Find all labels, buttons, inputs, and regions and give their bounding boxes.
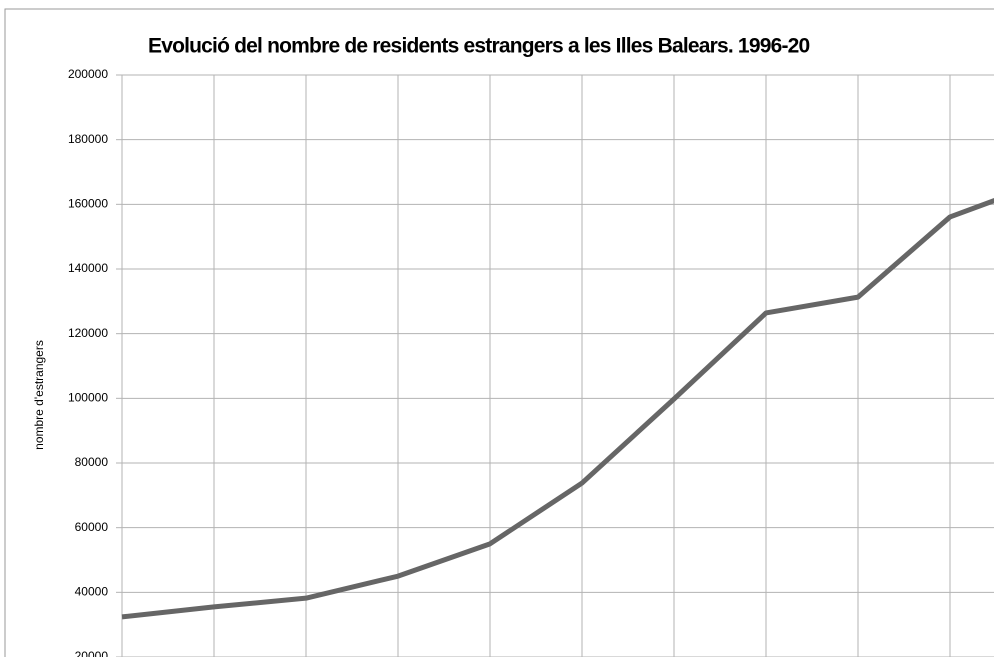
y-tick-label: 180000	[68, 132, 108, 146]
y-tick-label: 200000	[68, 67, 108, 81]
y-tick-label: 160000	[68, 197, 108, 211]
chart-title: Evolució del nombre de residents estrang…	[148, 35, 810, 58]
chart-frame	[4, 8, 994, 657]
y-tick-label: 80000	[75, 455, 109, 469]
y-tick-label: 140000	[68, 261, 108, 275]
y-tick-label: 60000	[75, 520, 109, 534]
data-line	[121, 198, 994, 620]
y-tick-label: 40000	[75, 585, 109, 599]
y-tick-label: 120000	[68, 326, 108, 340]
y-tick-label: 20000	[75, 649, 109, 657]
y-axis-label: nombre d'estrangers	[32, 340, 46, 450]
y-tick-label: 100000	[68, 391, 108, 405]
